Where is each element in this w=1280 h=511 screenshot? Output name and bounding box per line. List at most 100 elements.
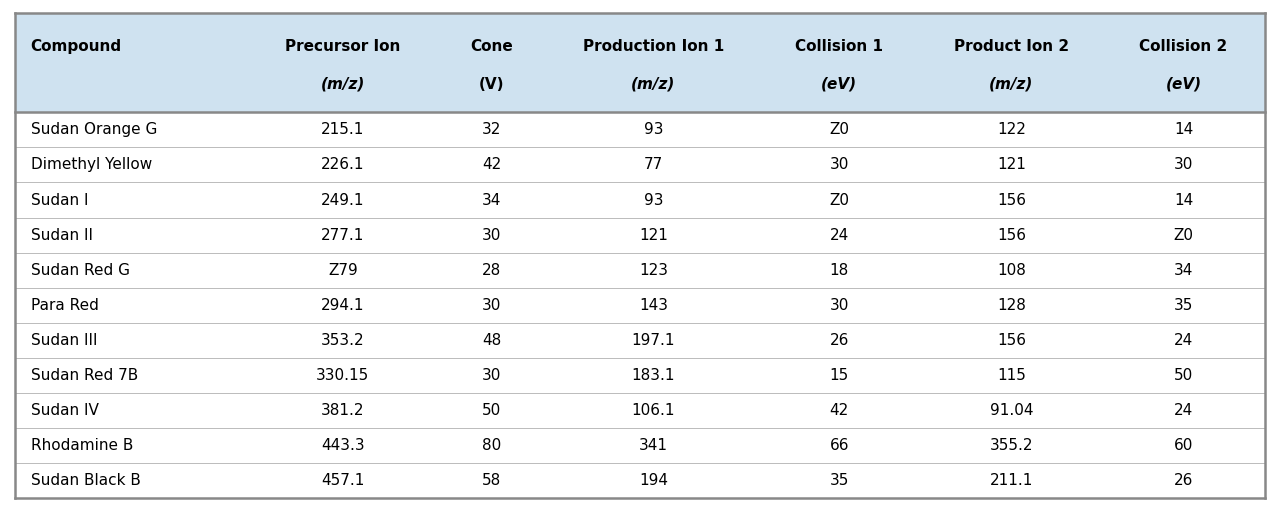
Text: 93: 93: [644, 122, 663, 137]
Text: 24: 24: [1174, 333, 1193, 348]
Text: Para Red: Para Red: [31, 298, 99, 313]
Text: 50: 50: [1174, 368, 1193, 383]
Text: 143: 143: [639, 298, 668, 313]
Text: 34: 34: [481, 193, 502, 207]
Text: (m/z): (m/z): [321, 77, 365, 92]
Text: Dimethyl Yellow: Dimethyl Yellow: [31, 157, 152, 172]
Text: 77: 77: [644, 157, 663, 172]
Text: 28: 28: [481, 263, 500, 277]
Text: 197.1: 197.1: [632, 333, 676, 348]
Text: 18: 18: [829, 263, 849, 277]
Text: 156: 156: [997, 227, 1025, 243]
Bar: [15, 288, 1265, 323]
Text: 121: 121: [639, 227, 668, 243]
Bar: [15, 393, 1265, 428]
Text: 35: 35: [1174, 298, 1193, 313]
Text: 122: 122: [997, 122, 1025, 137]
Text: 215.1: 215.1: [321, 122, 365, 137]
Text: (m/z): (m/z): [631, 77, 676, 92]
Text: 443.3: 443.3: [321, 438, 365, 453]
Text: (m/z): (m/z): [989, 77, 1033, 92]
Text: Sudan Red G: Sudan Red G: [31, 263, 129, 277]
Text: 50: 50: [481, 403, 500, 418]
Text: 91.04: 91.04: [989, 403, 1033, 418]
Text: 60: 60: [1174, 438, 1193, 453]
Text: Collision 1: Collision 1: [795, 39, 883, 54]
Text: 58: 58: [481, 473, 500, 488]
Text: 294.1: 294.1: [321, 298, 365, 313]
Text: 34: 34: [1174, 263, 1193, 277]
Text: 24: 24: [829, 227, 849, 243]
Text: Sudan IV: Sudan IV: [31, 403, 99, 418]
Text: 355.2: 355.2: [989, 438, 1033, 453]
Text: (V): (V): [479, 77, 504, 92]
Text: Sudan III: Sudan III: [31, 333, 97, 348]
Bar: [15, 463, 1265, 498]
Text: 30: 30: [481, 368, 502, 383]
Bar: [15, 358, 1265, 393]
Text: 30: 30: [829, 298, 849, 313]
Text: 381.2: 381.2: [321, 403, 365, 418]
Bar: [15, 182, 1265, 218]
Text: 121: 121: [997, 157, 1025, 172]
Text: Product Ion 2: Product Ion 2: [954, 39, 1069, 54]
Text: Z0: Z0: [829, 122, 849, 137]
Bar: [15, 252, 1265, 288]
Text: 30: 30: [1174, 157, 1193, 172]
Text: 30: 30: [481, 227, 502, 243]
Text: 26: 26: [1174, 473, 1193, 488]
Text: 66: 66: [829, 438, 849, 453]
Text: 14: 14: [1174, 122, 1193, 137]
Text: 277.1: 277.1: [321, 227, 365, 243]
Text: Sudan Orange G: Sudan Orange G: [31, 122, 157, 137]
Text: Rhodamine B: Rhodamine B: [31, 438, 133, 453]
Text: 30: 30: [829, 157, 849, 172]
Text: 24: 24: [1174, 403, 1193, 418]
Text: 115: 115: [997, 368, 1025, 383]
Text: 42: 42: [481, 157, 500, 172]
Text: 30: 30: [481, 298, 502, 313]
Text: Collision 2: Collision 2: [1139, 39, 1228, 54]
Text: 123: 123: [639, 263, 668, 277]
Text: Cone: Cone: [470, 39, 513, 54]
Text: 32: 32: [481, 122, 502, 137]
Text: Sudan I: Sudan I: [31, 193, 88, 207]
Bar: [15, 428, 1265, 463]
Text: Z79: Z79: [328, 263, 357, 277]
Text: Z0: Z0: [1174, 227, 1194, 243]
Text: 457.1: 457.1: [321, 473, 365, 488]
Text: 194: 194: [639, 473, 668, 488]
Text: 211.1: 211.1: [989, 473, 1033, 488]
Text: 35: 35: [829, 473, 849, 488]
Text: 353.2: 353.2: [321, 333, 365, 348]
Text: 156: 156: [997, 333, 1025, 348]
Text: 14: 14: [1174, 193, 1193, 207]
Text: 156: 156: [997, 193, 1025, 207]
Bar: [15, 218, 1265, 252]
Text: 128: 128: [997, 298, 1025, 313]
Bar: [15, 147, 1265, 182]
Text: Precursor Ion: Precursor Ion: [285, 39, 401, 54]
Text: Production Ion 1: Production Ion 1: [582, 39, 724, 54]
Bar: [15, 13, 1265, 112]
Text: 106.1: 106.1: [632, 403, 676, 418]
Text: 15: 15: [829, 368, 849, 383]
Text: 341: 341: [639, 438, 668, 453]
Text: Compound: Compound: [31, 39, 122, 54]
Text: 183.1: 183.1: [632, 368, 676, 383]
Text: 26: 26: [829, 333, 849, 348]
Text: Z0: Z0: [829, 193, 849, 207]
Text: 93: 93: [644, 193, 663, 207]
Text: 108: 108: [997, 263, 1025, 277]
Text: 226.1: 226.1: [321, 157, 365, 172]
Text: (eV): (eV): [822, 77, 858, 92]
Text: 80: 80: [481, 438, 500, 453]
Text: Sudan Red 7B: Sudan Red 7B: [31, 368, 138, 383]
Bar: [15, 112, 1265, 147]
Text: Sudan II: Sudan II: [31, 227, 92, 243]
Bar: [15, 323, 1265, 358]
Text: 42: 42: [829, 403, 849, 418]
Text: (eV): (eV): [1166, 77, 1202, 92]
Text: 249.1: 249.1: [321, 193, 365, 207]
Text: 330.15: 330.15: [316, 368, 370, 383]
